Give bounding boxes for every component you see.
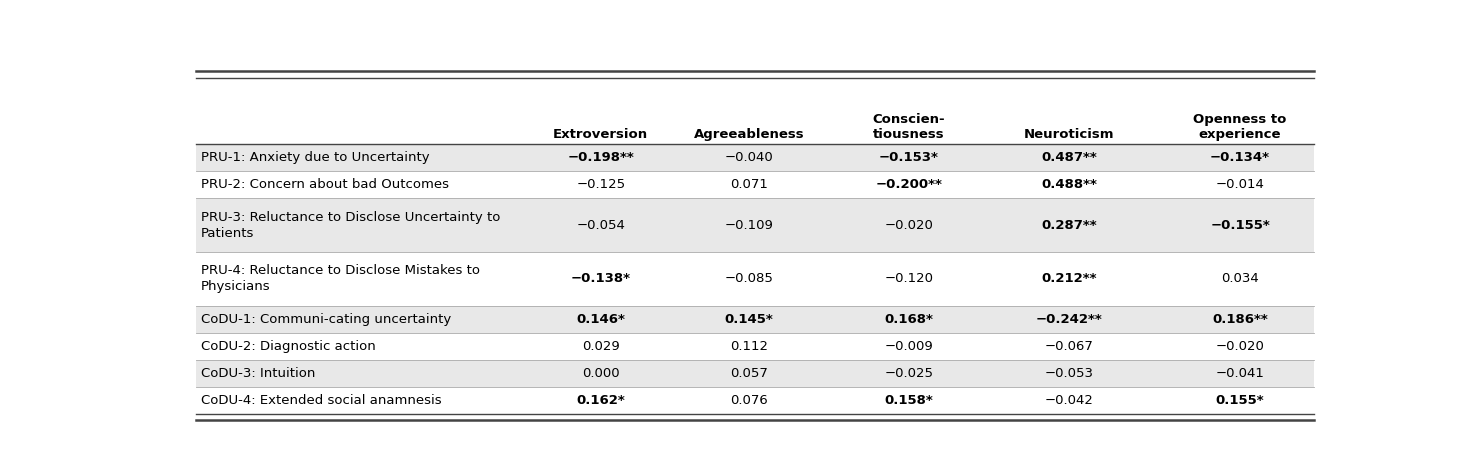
Text: 0.057: 0.057 (731, 367, 767, 380)
Text: −0.200**: −0.200** (875, 178, 943, 191)
Text: 0.000: 0.000 (582, 367, 620, 380)
FancyBboxPatch shape (196, 144, 1314, 171)
Text: −0.020: −0.020 (1215, 340, 1264, 353)
Text: CoDU-3: Intuition: CoDU-3: Intuition (202, 367, 315, 380)
Text: PRU-1: Anxiety due to Uncertainty: PRU-1: Anxiety due to Uncertainty (202, 151, 430, 164)
Text: 0.146*: 0.146* (576, 313, 625, 326)
Text: −0.125: −0.125 (576, 178, 626, 191)
FancyBboxPatch shape (196, 306, 1314, 333)
Text: −0.042: −0.042 (1044, 394, 1093, 407)
Text: Agreeableness: Agreeableness (694, 128, 804, 140)
Text: −0.020: −0.020 (885, 219, 934, 231)
Text: −0.134*: −0.134* (1211, 151, 1270, 164)
Text: Neuroticism: Neuroticism (1024, 128, 1114, 140)
Text: CoDU-2: Diagnostic action: CoDU-2: Diagnostic action (202, 340, 376, 353)
FancyBboxPatch shape (196, 360, 1314, 387)
Text: 0.186**: 0.186** (1212, 313, 1268, 326)
Text: −0.153*: −0.153* (879, 151, 938, 164)
Text: −0.067: −0.067 (1044, 340, 1093, 353)
Text: 0.071: 0.071 (731, 178, 767, 191)
Text: −0.025: −0.025 (884, 367, 934, 380)
Text: PRU-3: Reluctance to Disclose Uncertainty to
Patients: PRU-3: Reluctance to Disclose Uncertaint… (202, 210, 501, 239)
Text: PRU-4: Reluctance to Disclose Mistakes to
Physicians: PRU-4: Reluctance to Disclose Mistakes t… (202, 264, 480, 293)
FancyBboxPatch shape (196, 198, 1314, 252)
Text: 0.162*: 0.162* (576, 394, 625, 407)
Text: −0.085: −0.085 (725, 272, 773, 285)
Text: 0.029: 0.029 (582, 340, 620, 353)
Text: −0.009: −0.009 (885, 340, 934, 353)
Text: −0.041: −0.041 (1215, 367, 1264, 380)
Text: −0.054: −0.054 (576, 219, 625, 231)
Text: 0.076: 0.076 (731, 394, 767, 407)
Text: −0.138*: −0.138* (572, 272, 630, 285)
Text: Openness to
experience: Openness to experience (1193, 113, 1287, 140)
Text: Extroversion: Extroversion (554, 128, 648, 140)
Text: 0.212**: 0.212** (1041, 272, 1096, 285)
Text: −0.040: −0.040 (725, 151, 773, 164)
Text: −0.053: −0.053 (1044, 367, 1093, 380)
Text: 0.112: 0.112 (731, 340, 769, 353)
Text: −0.014: −0.014 (1215, 178, 1264, 191)
Text: 0.487**: 0.487** (1041, 151, 1097, 164)
Text: 0.488**: 0.488** (1041, 178, 1097, 191)
Text: Conscien-
tiousness: Conscien- tiousness (872, 113, 946, 140)
Text: −0.120: −0.120 (884, 272, 934, 285)
Text: 0.168*: 0.168* (885, 313, 934, 326)
Text: 0.145*: 0.145* (725, 313, 773, 326)
Text: 0.034: 0.034 (1221, 272, 1259, 285)
Text: 0.155*: 0.155* (1215, 394, 1264, 407)
Text: −0.198**: −0.198** (567, 151, 635, 164)
Text: 0.287**: 0.287** (1041, 219, 1097, 231)
Text: −0.242**: −0.242** (1036, 313, 1102, 326)
Text: PRU-2: Concern about bad Outcomes: PRU-2: Concern about bad Outcomes (202, 178, 449, 191)
Text: CoDU-4: Extended social anamnesis: CoDU-4: Extended social anamnesis (202, 394, 442, 407)
Text: −0.155*: −0.155* (1211, 219, 1270, 231)
Text: −0.109: −0.109 (725, 219, 773, 231)
Text: CoDU-1: Communi-cating uncertainty: CoDU-1: Communi-cating uncertainty (202, 313, 452, 326)
Text: 0.158*: 0.158* (885, 394, 934, 407)
